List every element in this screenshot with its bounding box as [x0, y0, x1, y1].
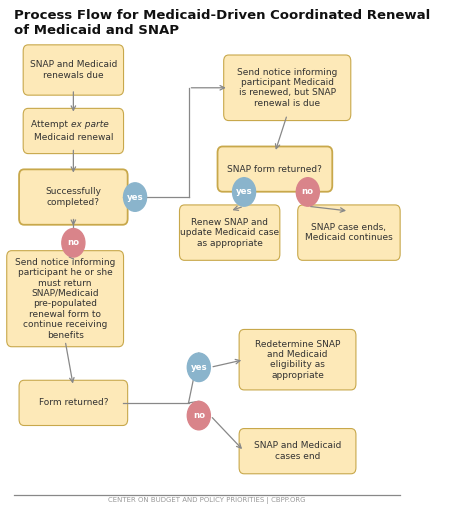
Circle shape — [296, 178, 319, 206]
FancyBboxPatch shape — [218, 147, 332, 192]
FancyBboxPatch shape — [23, 45, 124, 95]
FancyBboxPatch shape — [19, 380, 128, 426]
Text: no: no — [193, 411, 205, 420]
FancyBboxPatch shape — [19, 169, 128, 225]
Text: Successfully
completed?: Successfully completed? — [46, 188, 101, 207]
Text: yes: yes — [191, 363, 207, 372]
Text: Renew SNAP and
update Medicaid case
as appropriate: Renew SNAP and update Medicaid case as a… — [180, 218, 279, 247]
FancyBboxPatch shape — [224, 55, 351, 121]
Circle shape — [233, 178, 255, 206]
FancyBboxPatch shape — [239, 330, 356, 390]
Text: SNAP and Medicaid
renewals due: SNAP and Medicaid renewals due — [30, 60, 117, 80]
Text: SNAP and Medicaid
cases end: SNAP and Medicaid cases end — [254, 442, 341, 461]
FancyBboxPatch shape — [7, 251, 124, 347]
Text: SNAP form returned?: SNAP form returned? — [228, 165, 322, 174]
Text: Send notice informing
participant Medicaid
is renewed, but SNAP
renewal is due: Send notice informing participant Medica… — [237, 67, 337, 108]
Circle shape — [124, 183, 146, 211]
Circle shape — [62, 228, 85, 257]
Text: Medicaid renewal: Medicaid renewal — [34, 133, 113, 142]
Text: ex parte: ex parte — [71, 120, 109, 129]
Text: Send notice informing
participant he or she
must return
SNAP/Medicaid
pre-popula: Send notice informing participant he or … — [15, 258, 115, 340]
FancyBboxPatch shape — [180, 205, 280, 260]
Text: yes: yes — [127, 193, 143, 201]
Text: Form returned?: Form returned? — [38, 399, 108, 407]
FancyBboxPatch shape — [23, 108, 124, 154]
Text: CENTER ON BUDGET AND POLICY PRIORITIES | CBPP.ORG: CENTER ON BUDGET AND POLICY PRIORITIES |… — [108, 497, 306, 503]
Text: Process Flow for Medicaid-Driven Coordinated Renewal: Process Flow for Medicaid-Driven Coordin… — [14, 9, 430, 22]
FancyBboxPatch shape — [239, 429, 356, 474]
Text: Redetermine SNAP
and Medicaid
eligibility as
appropriate: Redetermine SNAP and Medicaid eligibilit… — [255, 340, 340, 380]
Circle shape — [187, 353, 210, 382]
Text: no: no — [67, 238, 80, 247]
Text: yes: yes — [236, 188, 252, 196]
FancyBboxPatch shape — [298, 205, 400, 260]
Text: Attempt: Attempt — [31, 120, 71, 129]
Text: SNAP case ends,
Medicaid continues: SNAP case ends, Medicaid continues — [305, 223, 393, 242]
Text: no: no — [302, 188, 314, 196]
Text: of Medicaid and SNAP: of Medicaid and SNAP — [14, 24, 179, 37]
Circle shape — [187, 401, 210, 430]
